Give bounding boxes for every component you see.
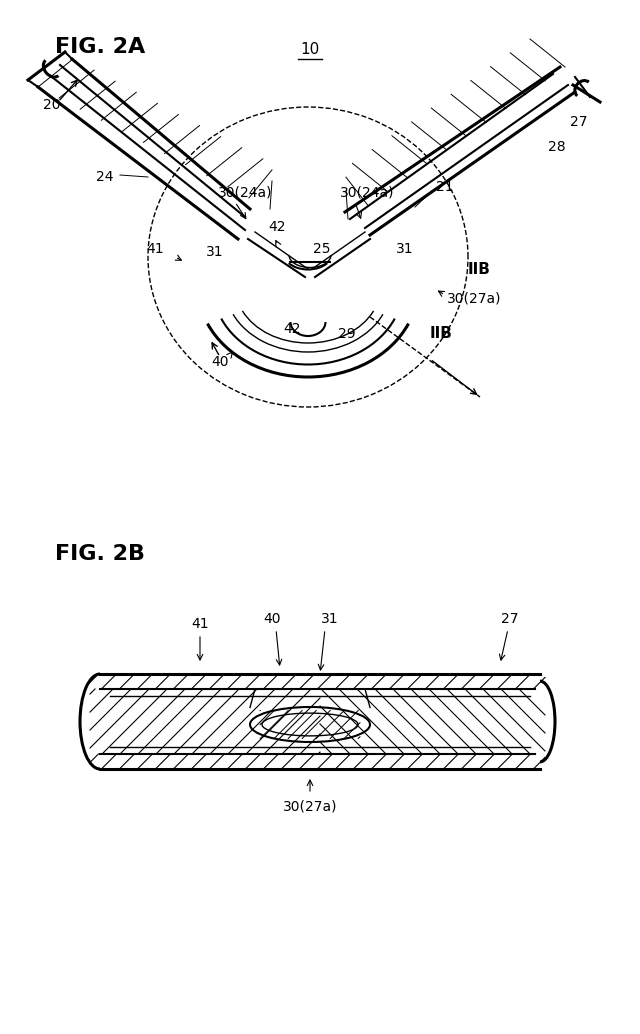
- Text: 10: 10: [300, 42, 319, 57]
- Text: 25: 25: [313, 242, 330, 256]
- Text: 42: 42: [268, 220, 285, 234]
- Text: IIB: IIB: [468, 262, 491, 276]
- Text: 24: 24: [96, 170, 114, 184]
- Text: 30(24a): 30(24a): [340, 185, 394, 199]
- Text: 27: 27: [501, 612, 519, 626]
- Text: FIG. 2A: FIG. 2A: [55, 37, 145, 57]
- Text: 30(27a): 30(27a): [447, 292, 502, 306]
- Text: 29: 29: [338, 327, 356, 341]
- Text: 42: 42: [284, 322, 301, 336]
- Text: 30(24a): 30(24a): [218, 185, 273, 199]
- Text: 30(27a): 30(27a): [283, 799, 337, 813]
- Text: FIG. 2B: FIG. 2B: [55, 544, 145, 564]
- Text: 27: 27: [570, 115, 588, 129]
- Text: 41: 41: [146, 242, 164, 256]
- Text: 31: 31: [206, 245, 224, 258]
- Text: 20: 20: [44, 98, 61, 112]
- Text: 28: 28: [548, 140, 566, 154]
- Text: IIB: IIB: [430, 327, 453, 341]
- Text: 31: 31: [321, 612, 339, 626]
- Text: 40: 40: [263, 612, 281, 626]
- Text: 21: 21: [436, 180, 454, 194]
- Text: 41: 41: [191, 617, 209, 631]
- Text: 40: 40: [211, 355, 228, 369]
- Text: 31: 31: [396, 242, 414, 256]
